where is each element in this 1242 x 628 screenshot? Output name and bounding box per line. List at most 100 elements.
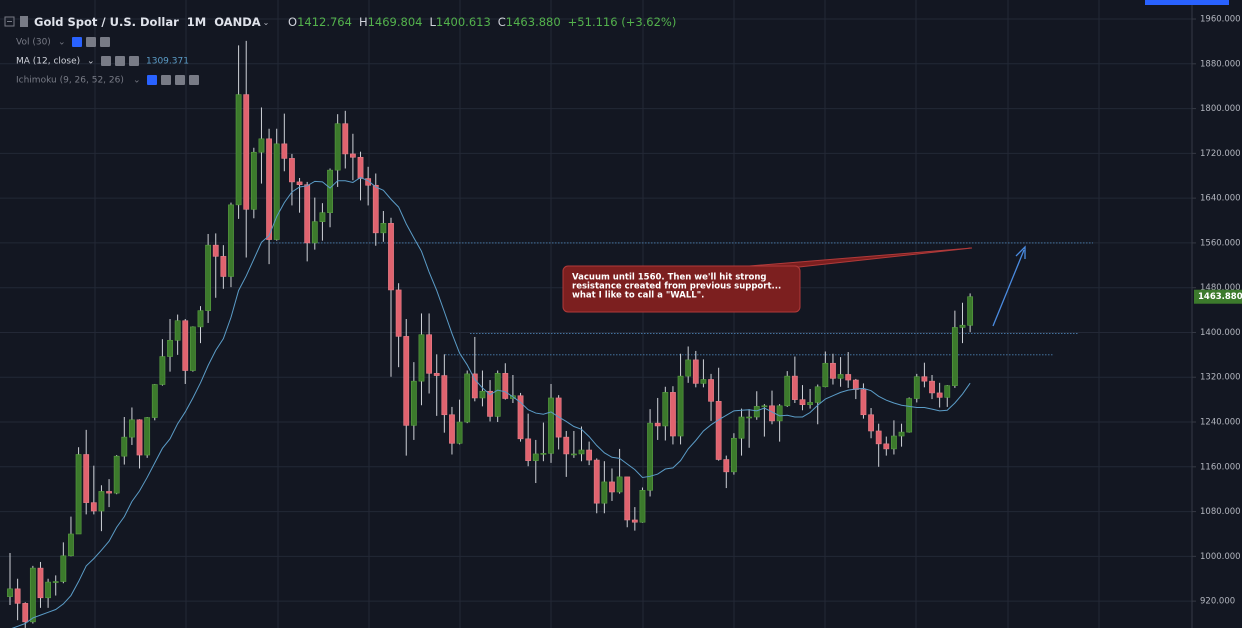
candle-body — [456, 421, 463, 444]
candle-body — [121, 436, 128, 457]
candle-body — [852, 379, 859, 390]
last-price-tag — [1194, 289, 1242, 304]
y-tick-label: 1720.000 — [1200, 149, 1241, 159]
candle-body — [647, 422, 653, 491]
indicator-icons — [147, 75, 199, 85]
candle-body — [113, 455, 120, 494]
collapse-icon[interactable] — [4, 16, 15, 27]
candle-body — [891, 435, 897, 450]
y-tick-label: 1640.000 — [1200, 194, 1241, 204]
candle-body — [289, 158, 295, 183]
candle-body — [670, 392, 676, 437]
ohlc-legend: O1412.764 H1469.804 L1400.613 C1463.880 +51.… — [288, 15, 676, 29]
candle-body — [243, 94, 250, 210]
indicator-icons — [72, 37, 110, 47]
dropdown-caret[interactable]: ⌄ — [263, 18, 270, 27]
candle-body — [944, 385, 951, 398]
candle-body — [906, 398, 913, 433]
annotation-line: resistance created from previous support… — [572, 282, 781, 292]
candle-body — [540, 453, 547, 455]
candle-body — [334, 123, 341, 171]
icon-button[interactable] — [100, 37, 110, 47]
candle-body — [319, 212, 326, 222]
ohlc-label: L — [429, 15, 436, 29]
candle-body — [410, 380, 417, 426]
icon-button[interactable] — [189, 75, 199, 85]
candle-body — [898, 431, 905, 437]
candle-body — [593, 459, 600, 504]
candle-body — [723, 459, 730, 473]
dropdown-caret[interactable]: ⌄ — [87, 57, 95, 67]
candle-body — [471, 373, 478, 399]
symbol-title: Gold Spot / U.S. Dollar — [34, 15, 179, 29]
candle-body — [677, 375, 684, 437]
candle-body — [662, 392, 669, 427]
icon-button[interactable] — [86, 37, 96, 47]
y-tick-label: 920.000 — [1200, 597, 1235, 607]
candle-body — [304, 184, 311, 244]
arrow-head — [1015, 245, 1026, 259]
icon-button[interactable] — [175, 75, 185, 85]
y-tick-label: 1960.000 — [1200, 15, 1241, 25]
candle-body — [205, 244, 212, 311]
candle-body — [296, 181, 303, 186]
candle-body — [845, 374, 852, 381]
candle-body — [380, 223, 387, 234]
candle-body — [60, 555, 67, 582]
icon-button[interactable] — [129, 56, 139, 66]
candle-body — [730, 437, 737, 473]
toolbar-button[interactable] — [1145, 0, 1229, 5]
candle-body — [830, 362, 836, 379]
candle-body — [68, 533, 74, 557]
candle-body — [197, 310, 204, 328]
candle-body — [586, 449, 593, 461]
y-tick-label: 1080.000 — [1200, 507, 1241, 517]
candle-body — [494, 373, 501, 417]
candle-body — [372, 184, 379, 234]
candle-body — [342, 123, 349, 155]
candle-body — [860, 389, 867, 416]
candle-body — [479, 390, 486, 399]
indicator-value: 1309.371 — [146, 57, 189, 67]
candle-body — [7, 588, 13, 597]
indicator-name: Vol (30) — [16, 38, 51, 48]
callout-text: Vacuum until 1560. Then we'll hit strong… — [572, 273, 781, 301]
y-tick-label: 1400.000 — [1200, 328, 1241, 338]
candle-body — [700, 379, 707, 384]
candle-body — [418, 334, 425, 382]
icon-button[interactable] — [72, 37, 82, 47]
y-tick-label: 1320.000 — [1200, 373, 1241, 383]
candle-body — [29, 567, 36, 623]
icon-button[interactable] — [115, 56, 125, 66]
candle-body — [967, 296, 974, 326]
symbol-icon — [20, 16, 28, 27]
y-tick-label: 1560.000 — [1200, 238, 1241, 248]
icon-button[interactable] — [147, 75, 157, 85]
dropdown-caret[interactable]: ⌄ — [133, 76, 141, 86]
icon-button[interactable] — [101, 56, 111, 66]
candle-body — [746, 416, 753, 419]
y-tick-label: 1880.000 — [1200, 59, 1241, 69]
candle-body — [228, 204, 234, 277]
dropdown-caret[interactable]: ⌄ — [58, 38, 66, 48]
candle-body — [106, 491, 112, 494]
candle-body — [98, 491, 105, 512]
candle-body — [464, 373, 471, 423]
annotation-line: Vacuum until 1560. Then we'll hit strong — [572, 273, 767, 283]
candle-body — [159, 356, 166, 385]
candle-body — [220, 256, 227, 277]
candle-body — [349, 153, 356, 158]
candle-body — [395, 289, 402, 337]
y-tick-label: 1160.000 — [1200, 462, 1241, 472]
candle-body — [136, 419, 143, 456]
indicator-name: MA (12, close) — [16, 57, 80, 67]
candle-body — [791, 375, 798, 400]
candle-body — [913, 376, 920, 399]
candle-body — [212, 244, 219, 257]
plot-area — [0, 18, 1192, 628]
icon-button[interactable] — [161, 75, 171, 85]
candle-body — [715, 401, 722, 460]
candle-body — [129, 419, 135, 438]
